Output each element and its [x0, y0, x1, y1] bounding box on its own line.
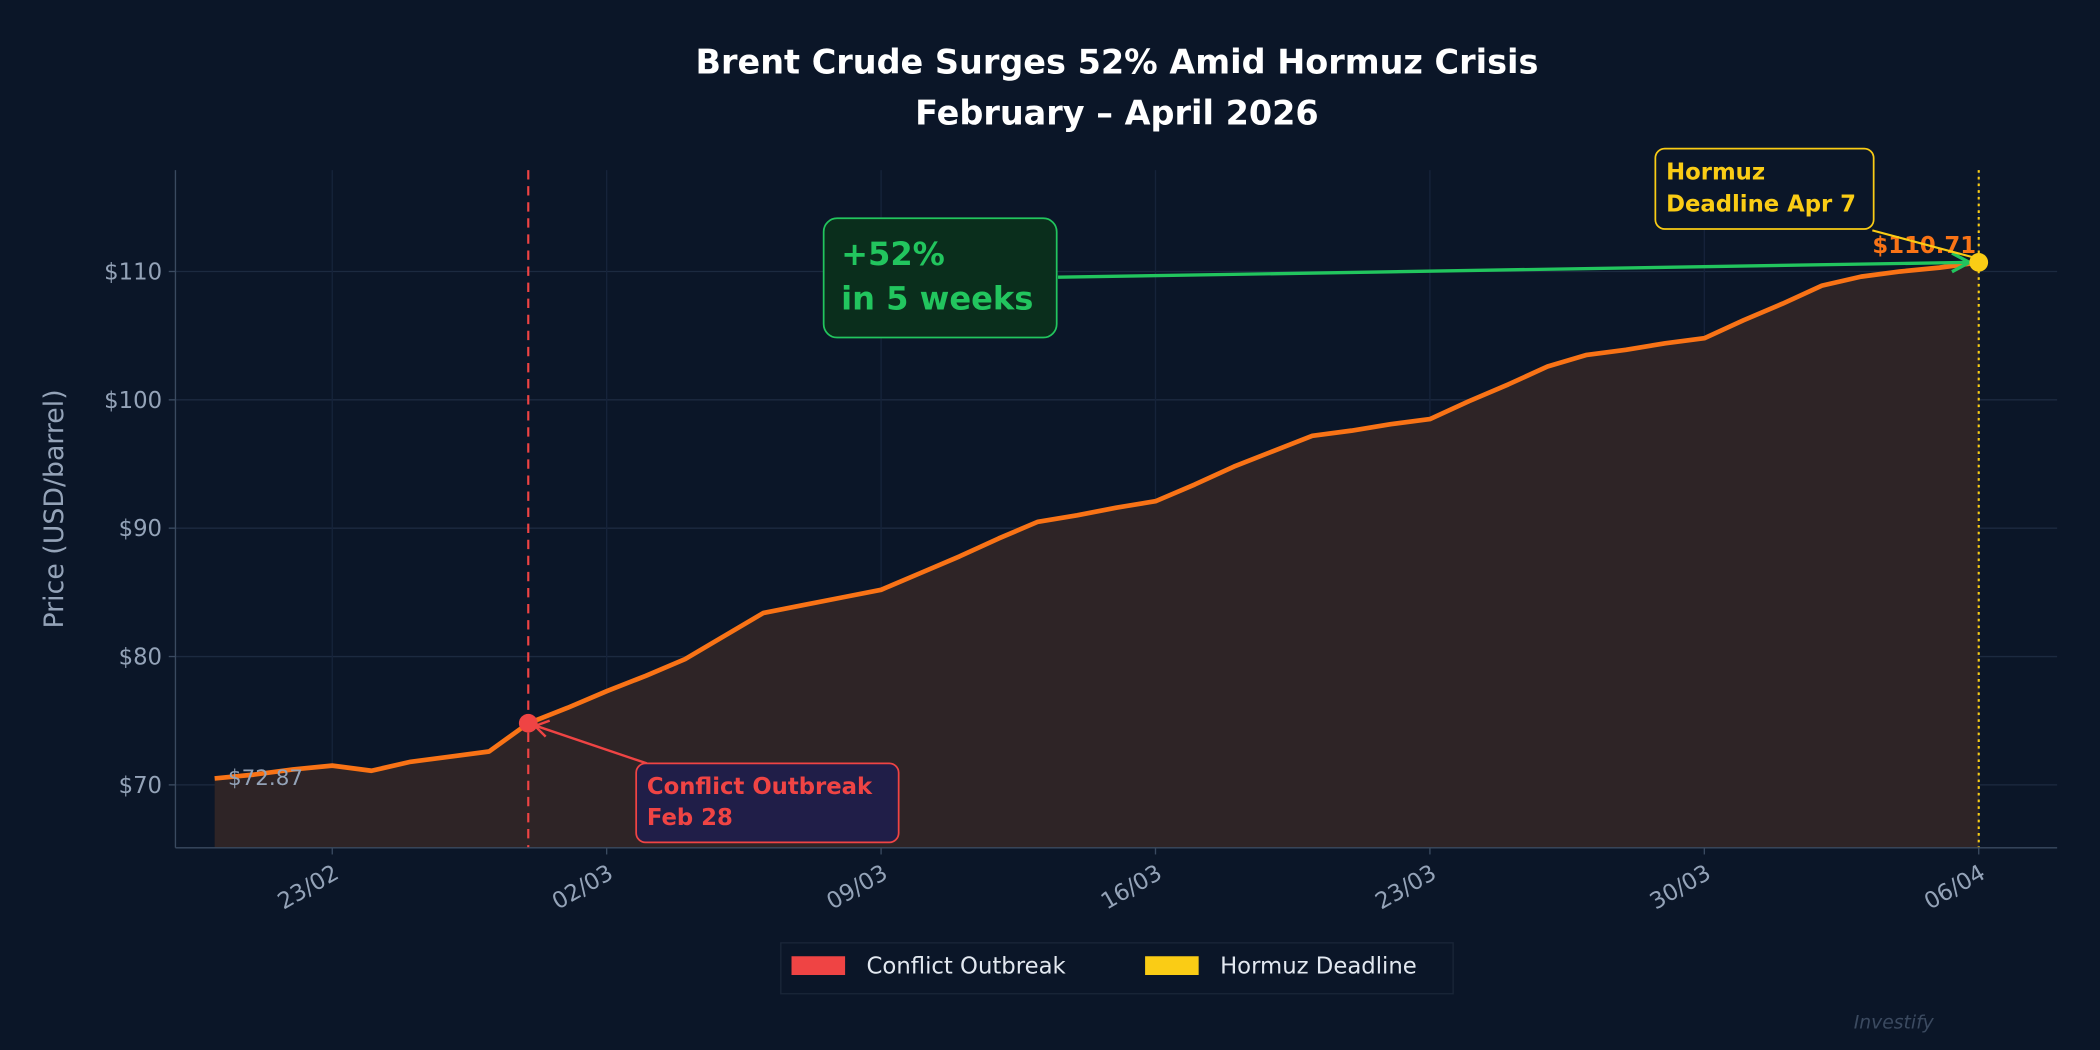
conflict-marker: [518, 713, 538, 733]
conflict-arrow: [535, 724, 648, 765]
plot-area: $72.87 $110.71 Conflict Outbreak Feb 28 +52%…: [214, 147, 1989, 848]
legend-label-conflict: Conflict Outbreak: [867, 954, 1067, 980]
y-tick-label: $70: [119, 773, 162, 799]
y-tick-label: $110: [104, 260, 162, 286]
conflict-annotation-box: [635, 762, 900, 844]
y-axis-label: Price (USD/barrel): [39, 389, 70, 628]
surge-arrow: [1058, 260, 1969, 279]
hormuz-marker: [1969, 252, 1989, 272]
price-line: [214, 260, 1980, 781]
legend: Conflict Outbreak Hormuz Deadline: [780, 942, 1454, 995]
surge-annotation-box: [822, 217, 1058, 339]
legend-label-hormuz: Hormuz Deadline: [1220, 954, 1417, 980]
hormuz-annotation-line2: Deadline Apr 7: [1666, 192, 1856, 218]
end-price-label: $110.71: [1872, 233, 1976, 259]
y-tick-label: $80: [119, 645, 162, 671]
conflict-annotation-line1: Conflict Outbreak: [647, 774, 873, 800]
chart-title: Brent Crude Surges 52% Amid Hormuz Crisi…: [696, 43, 1539, 82]
y-tick-label: $90: [119, 516, 162, 542]
watermark: Investify: [1854, 1013, 1935, 1034]
hormuz-annotation-line1: Hormuz: [1666, 159, 1765, 185]
legend-box: [780, 942, 1454, 995]
legend-swatch-hormuz: [1145, 956, 1199, 975]
price-area-fill: [214, 262, 1979, 848]
chart-subtitle: February – April 2026: [915, 94, 1319, 133]
hormuz-arrow: [1872, 229, 1973, 259]
start-price-label: $72.87: [228, 766, 303, 791]
hormuz-annotation-box: [1654, 147, 1875, 230]
y-tick-label: $100: [104, 388, 162, 414]
legend-swatch-conflict: [791, 956, 846, 975]
surge-annotation-line2: in 5 weeks: [841, 279, 1033, 317]
surge-annotation-line1: +52%: [841, 235, 945, 273]
conflict-annotation-line2: Feb 28: [647, 805, 733, 831]
